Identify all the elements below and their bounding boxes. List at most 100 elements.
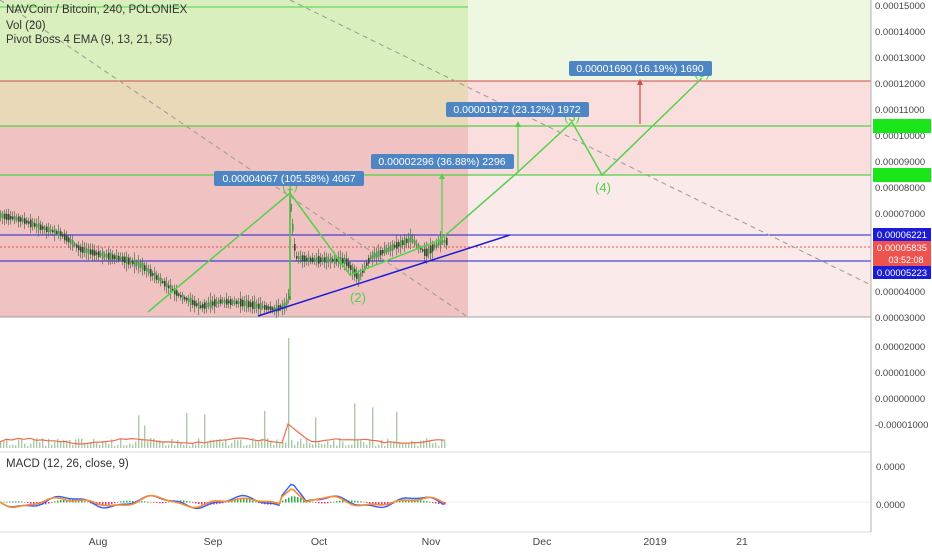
macd-histogram-bar bbox=[45, 502, 47, 505]
volume-bar bbox=[93, 438, 95, 448]
macd-histogram-bar bbox=[336, 501, 338, 503]
candle-body bbox=[238, 301, 240, 304]
volume-bar bbox=[15, 445, 17, 448]
macd-histogram-bar bbox=[18, 501, 20, 503]
candle-body bbox=[344, 257, 346, 265]
candle-body bbox=[366, 262, 368, 266]
candle-body bbox=[142, 263, 144, 271]
candle-body bbox=[420, 247, 422, 250]
candle-body bbox=[154, 272, 156, 280]
macd-axis[interactable]: 0.0000 0.0000 bbox=[876, 462, 905, 511]
candle-body bbox=[192, 300, 194, 305]
volume-bar bbox=[159, 440, 161, 448]
macd-histogram-bar bbox=[285, 499, 287, 503]
macd-histogram-bar bbox=[195, 502, 197, 504]
candle-body bbox=[270, 306, 272, 311]
volume-ma-line bbox=[0, 422, 445, 445]
volume-bar bbox=[51, 444, 53, 448]
badge-last-price bbox=[873, 241, 931, 254]
candle-body bbox=[34, 223, 36, 227]
candle-body bbox=[156, 275, 158, 280]
volume-bar bbox=[330, 445, 332, 448]
volume-bar bbox=[135, 441, 137, 448]
candle-body bbox=[404, 238, 406, 246]
price-tick-label: 0.00010000 bbox=[875, 131, 925, 142]
candle-body bbox=[22, 218, 24, 222]
candle-body bbox=[268, 306, 270, 310]
volume-bar bbox=[111, 439, 113, 448]
candle-body bbox=[312, 257, 314, 262]
macd-histogram-bar bbox=[342, 500, 344, 503]
macd-histogram-bar bbox=[192, 502, 194, 503]
volume-bar bbox=[237, 440, 239, 448]
candle-body bbox=[54, 228, 56, 235]
volume-bar bbox=[9, 445, 11, 448]
candle-body bbox=[38, 222, 40, 231]
volume-bar bbox=[381, 439, 383, 448]
volume-bar bbox=[198, 438, 200, 448]
volume-bar bbox=[297, 441, 299, 448]
macd-histogram-bar bbox=[375, 502, 377, 505]
macd-histogram-bar bbox=[234, 499, 236, 503]
candle-body bbox=[356, 272, 358, 279]
time-axis[interactable]: Aug Sep Oct Nov Dec 2019 21 bbox=[89, 536, 748, 548]
candle-body bbox=[50, 229, 52, 232]
candle-body bbox=[330, 256, 332, 263]
target-callouts[interactable]: 0.00004067 (105.58%) 4067 0.00002296 (36… bbox=[214, 61, 712, 186]
candle-body bbox=[58, 230, 60, 236]
volume-bar bbox=[33, 439, 35, 448]
volume-bar bbox=[312, 444, 314, 448]
candle-body bbox=[202, 303, 204, 309]
macd-histogram-bar bbox=[24, 502, 26, 503]
target-callout-4-box bbox=[569, 61, 712, 76]
price-tick-label: 0.00008000 bbox=[875, 183, 925, 194]
volume-bar bbox=[309, 442, 311, 448]
macd-histogram-bar bbox=[105, 502, 107, 506]
macd-histogram-bar bbox=[444, 502, 446, 505]
candle-body bbox=[306, 257, 308, 261]
volume-bar bbox=[195, 444, 197, 448]
candle-body bbox=[230, 299, 232, 306]
volume-bar bbox=[129, 443, 131, 448]
macd-histogram-bar bbox=[216, 502, 218, 505]
candle-body bbox=[368, 257, 370, 264]
candle-body bbox=[94, 250, 96, 256]
candle-body bbox=[326, 256, 328, 264]
candle-body bbox=[30, 219, 32, 228]
macd-histogram-bar bbox=[330, 502, 332, 503]
macd-histogram-bar bbox=[312, 501, 314, 503]
projection-arrows bbox=[289, 79, 643, 296]
volume-pane bbox=[0, 338, 446, 448]
candle-body bbox=[10, 216, 12, 220]
volume-bar bbox=[87, 443, 89, 448]
macd-histogram-bar bbox=[30, 502, 32, 504]
volume-bar bbox=[66, 440, 68, 448]
candle-body bbox=[426, 248, 428, 257]
macd-histogram-bar bbox=[81, 500, 83, 503]
volume-bar bbox=[264, 410, 266, 448]
macd-legend: MACD (12, 26, close, 9) bbox=[6, 458, 129, 470]
volume-bar bbox=[120, 438, 122, 448]
candle-body bbox=[72, 240, 74, 247]
candle-body bbox=[444, 240, 446, 244]
volume-bar bbox=[156, 440, 158, 448]
volume-bar bbox=[345, 445, 347, 448]
price-tick-label: 0.00007000 bbox=[875, 209, 925, 220]
macd-histogram-bar bbox=[111, 502, 113, 505]
candle-body bbox=[114, 255, 116, 260]
volume-bar bbox=[438, 445, 440, 448]
candle-body bbox=[98, 251, 100, 258]
candle-body bbox=[296, 256, 298, 259]
candle-body bbox=[438, 241, 440, 246]
volume-bar bbox=[174, 445, 176, 448]
macd-histogram-bar bbox=[423, 500, 425, 503]
candle-body bbox=[2, 213, 4, 219]
macd-histogram-bar bbox=[129, 500, 131, 503]
candle-body bbox=[336, 258, 338, 262]
candle-body bbox=[282, 303, 284, 310]
candle-body bbox=[132, 260, 134, 265]
macd-histogram-bar bbox=[186, 500, 188, 503]
volume-axis[interactable]: 0.00002000 0.00001000 0.00000000 -0.0000100… bbox=[875, 342, 928, 431]
